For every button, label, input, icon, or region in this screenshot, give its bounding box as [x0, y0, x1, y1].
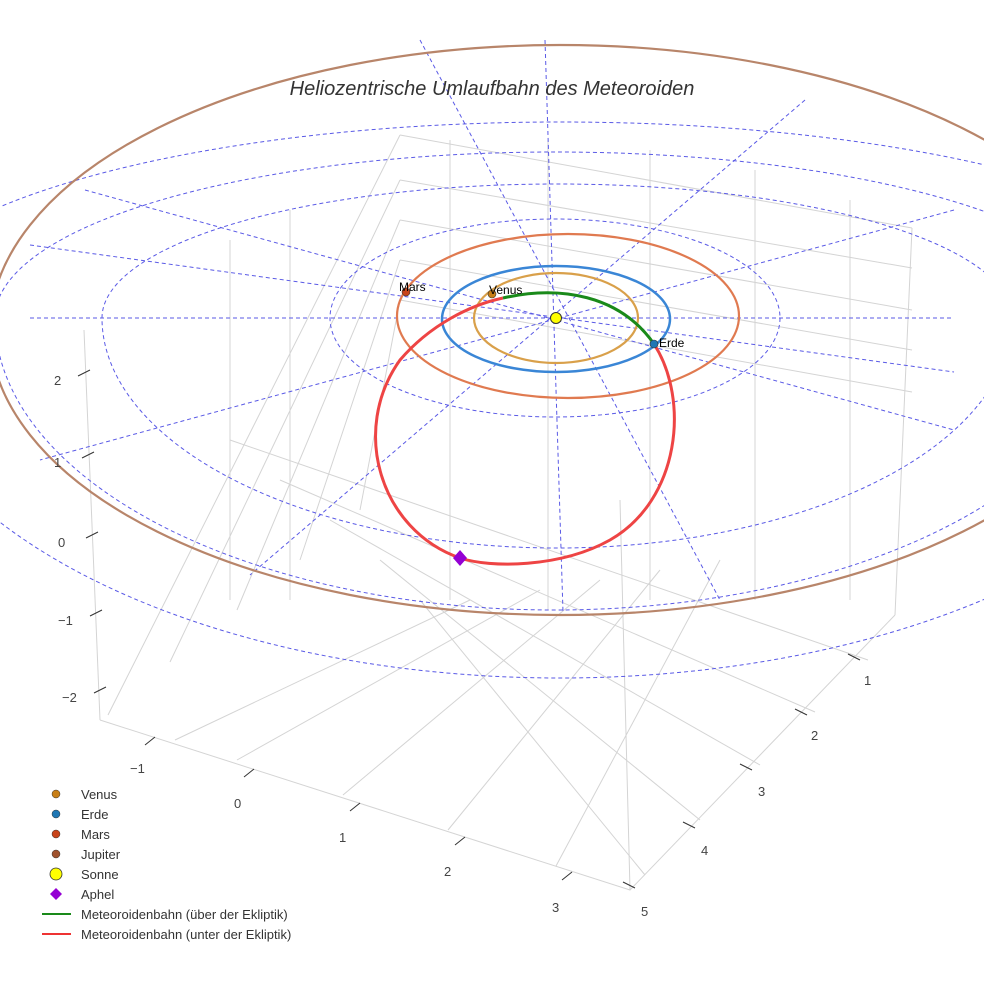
z-tick: 2	[54, 373, 61, 388]
y-tick: 4	[701, 843, 708, 858]
x-tick: 3	[552, 900, 559, 915]
mars-label: Mars	[399, 280, 426, 294]
x-tick: 1	[339, 830, 346, 845]
earth-label: Erde	[659, 336, 685, 350]
z-tick: 1	[54, 455, 61, 470]
jupiter-orbit	[0, 43, 984, 617]
earth-marker[interactable]	[649, 339, 659, 349]
legend-item-venus[interactable]: Venus	[51, 787, 118, 802]
mars-marker[interactable]	[401, 287, 411, 297]
venus-marker[interactable]	[487, 289, 497, 299]
legend-item-sonne[interactable]: Sonne	[49, 867, 119, 882]
legend-item-jupiter[interactable]: Jupiter	[51, 847, 121, 862]
legend-item-mars[interactable]: Mars	[51, 827, 110, 842]
legend-label: Sonne	[81, 867, 119, 882]
y-axis: 1 2 3 4 5	[622, 653, 871, 919]
meteoroid-path-above	[502, 291, 656, 345]
legend-item-below[interactable]: Meteoroidenbahn (unter der Ekliptik)	[42, 927, 291, 942]
x-tick: 2	[444, 864, 451, 879]
legend-label: Venus	[81, 787, 118, 802]
x-axis: −1 0 1 2 3	[130, 736, 573, 915]
aphel-marker[interactable]	[453, 550, 467, 566]
legend: Venus Erde Mars Jupiter Sonne Aphel Mete…	[42, 787, 291, 942]
legend-label: Aphel	[81, 887, 114, 902]
legend-label: Erde	[81, 807, 108, 822]
y-tick: 3	[758, 784, 765, 799]
x-tick: −1	[130, 761, 145, 776]
chart-title: Heliozentrische Umlaufbahn des Meteoroid…	[290, 78, 695, 100]
legend-label: Jupiter	[81, 847, 121, 862]
legend-item-erde[interactable]: Erde	[51, 807, 108, 822]
legend-item-aphel[interactable]: Aphel	[50, 887, 114, 902]
z-tick: −1	[58, 613, 73, 628]
legend-item-above[interactable]: Meteoroidenbahn (über der Ekliptik)	[42, 907, 288, 922]
venus-label: Venus	[489, 283, 522, 297]
z-axis: 2 1 0 −1 −2	[54, 369, 107, 705]
sun-marker[interactable]	[550, 312, 562, 324]
legend-label: Meteoroidenbahn (unter der Ekliptik)	[81, 927, 291, 942]
y-tick: 2	[811, 728, 818, 743]
z-tick: 0	[58, 535, 65, 550]
mars-orbit	[395, 232, 741, 400]
z-tick: −2	[62, 690, 77, 705]
box-grid	[83, 134, 913, 891]
earth-orbit	[440, 264, 672, 374]
y-tick: 5	[641, 904, 648, 919]
x-tick: 0	[234, 796, 241, 811]
legend-label: Mars	[81, 827, 110, 842]
y-tick: 1	[864, 673, 871, 688]
venus-orbit	[472, 271, 640, 365]
legend-label: Meteoroidenbahn (über der Ekliptik)	[81, 907, 288, 922]
ecliptic-grid	[0, 39, 984, 679]
